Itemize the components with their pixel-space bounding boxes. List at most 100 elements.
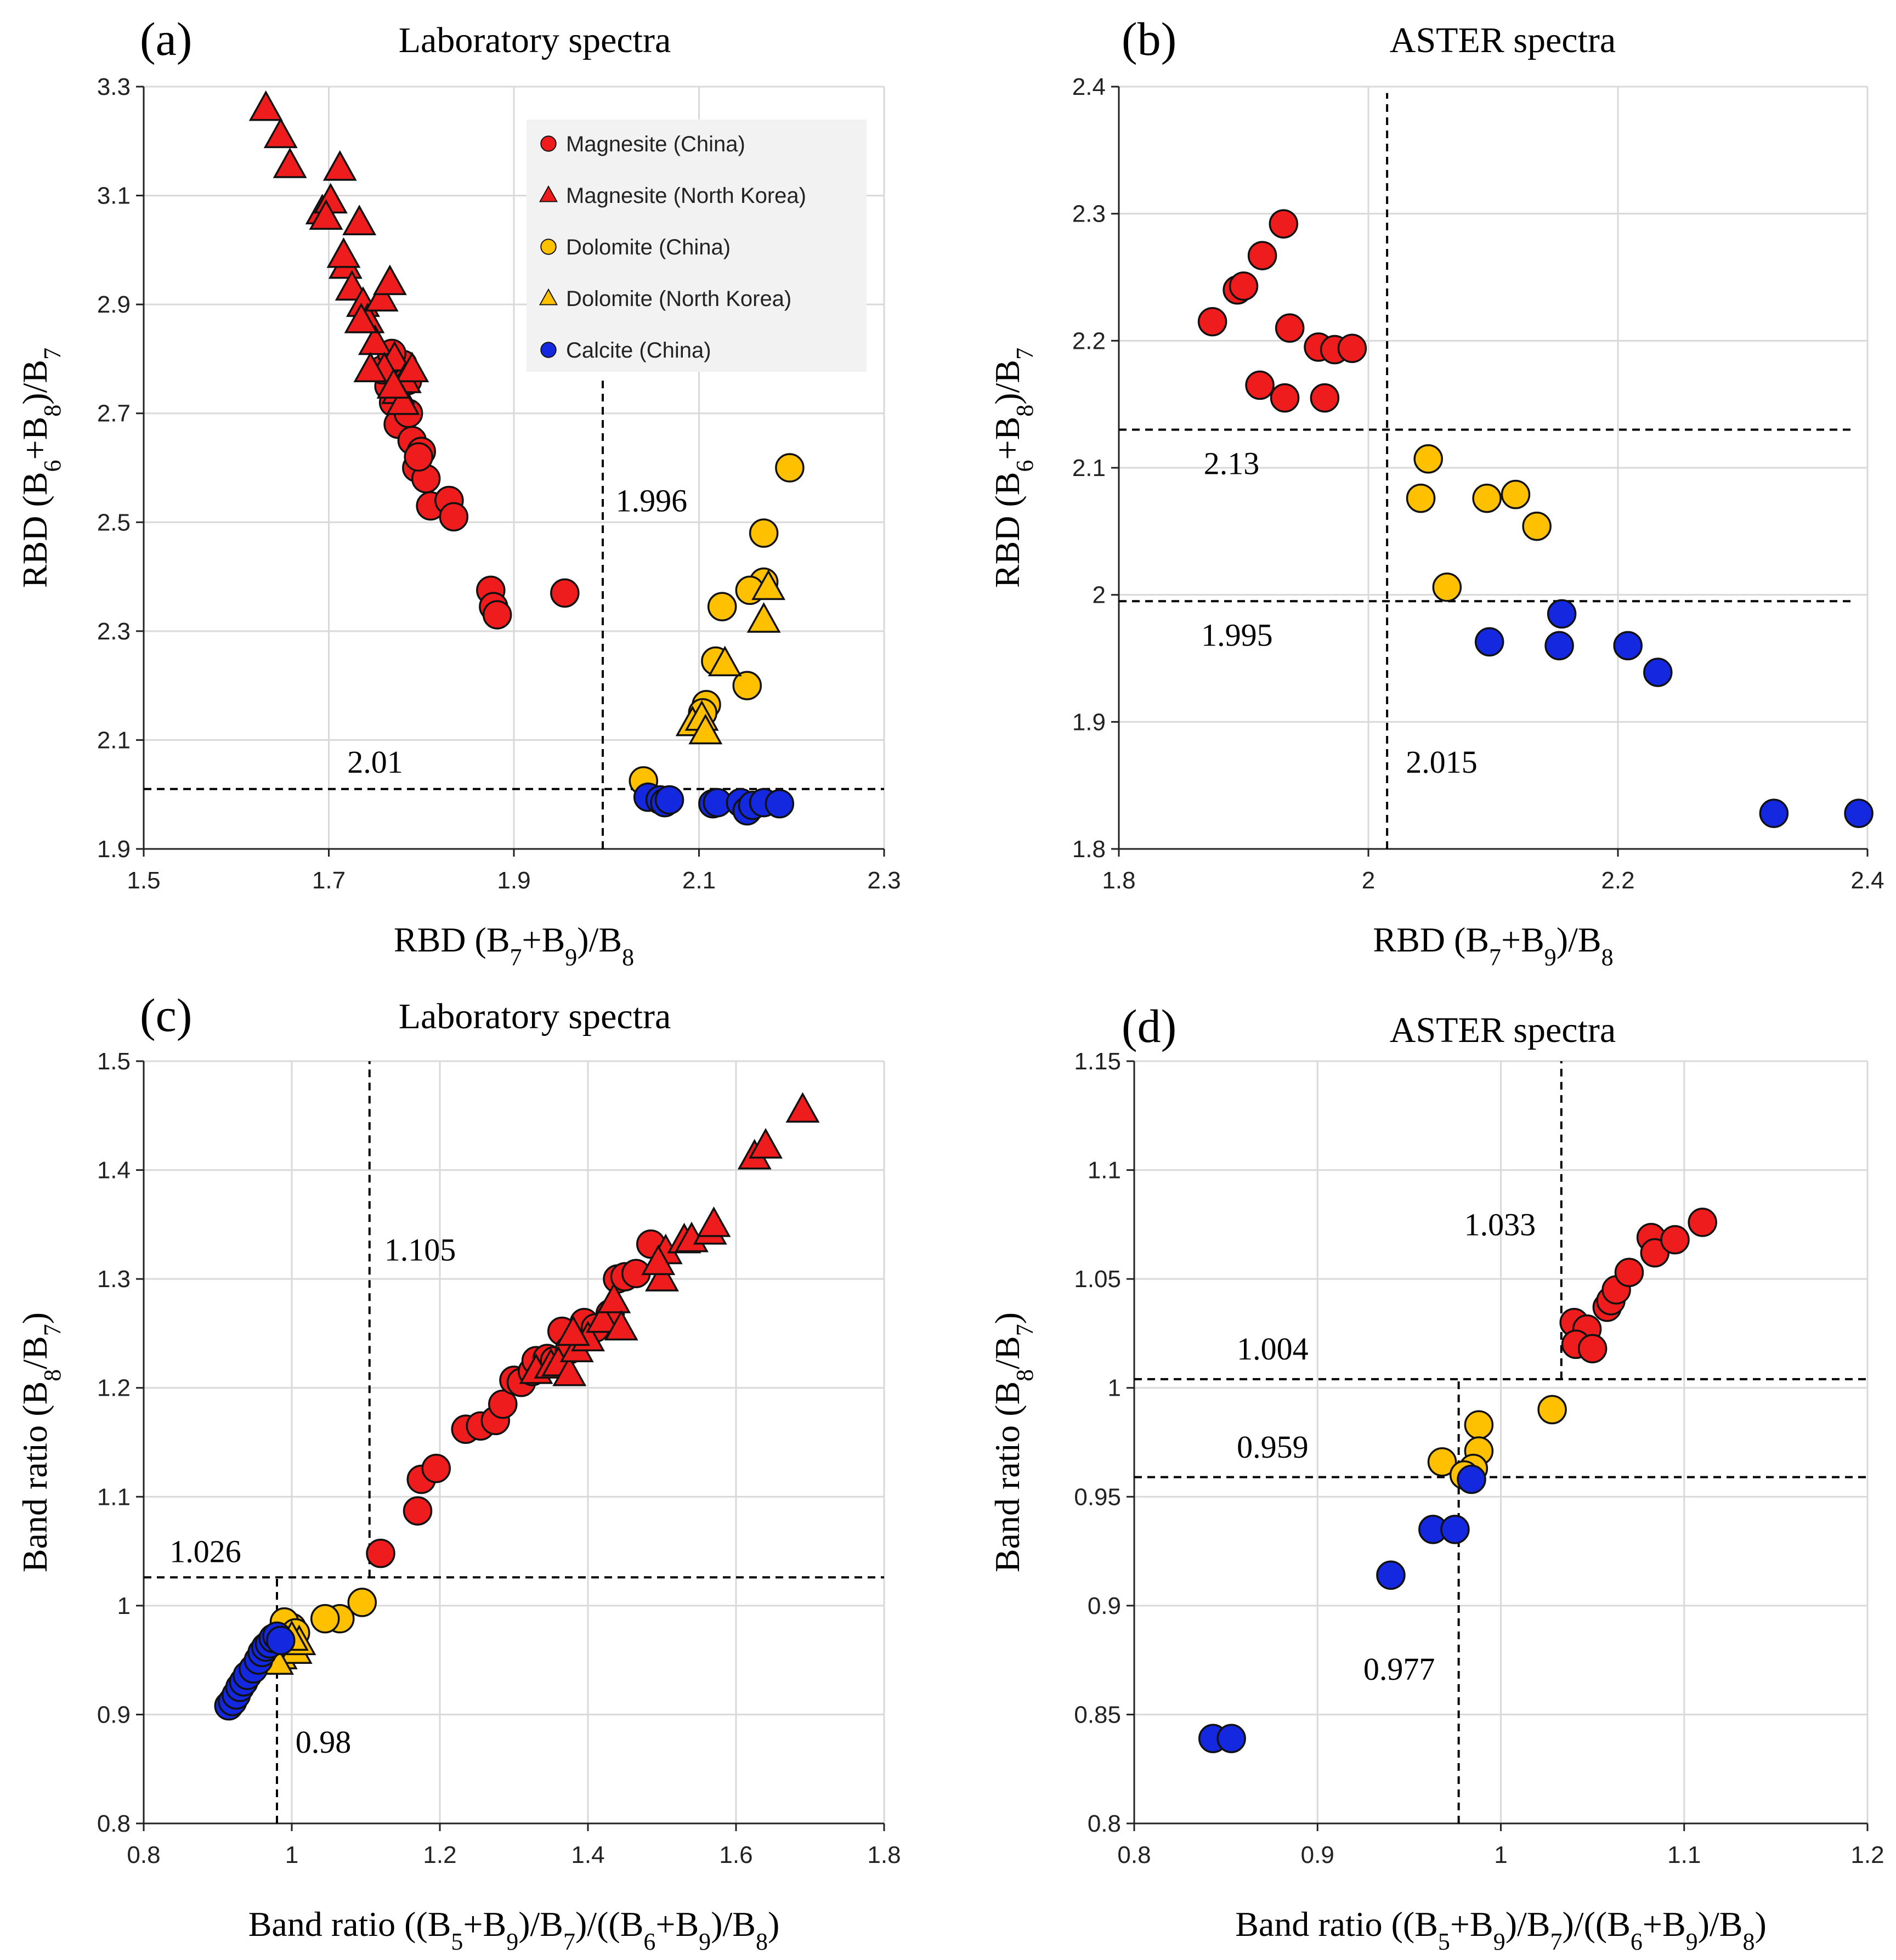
data-point: [1544, 631, 1574, 661]
legend-marker: [539, 185, 558, 202]
y-tick-label: 1.4: [97, 1157, 131, 1184]
data-point: [1269, 209, 1299, 239]
panel-title: Laboratory spectra: [399, 20, 671, 60]
panel-label: (c): [140, 989, 192, 1041]
plot-area: 1.8 2 2.2 2.4 1.8 1.9 2 2.1 2.2 2.3 2.4 RBD (B7+B9)…: [988, 73, 1884, 971]
legend-marker: [540, 342, 557, 358]
data-point: [1247, 241, 1277, 270]
data-point: [556, 1315, 590, 1346]
x-tick-label: 1.2: [1850, 1842, 1884, 1868]
y-tick-label: 2.3: [97, 618, 131, 645]
x-tick-label: 1.1: [1667, 1842, 1701, 1868]
legend-label: Dolomite (China): [566, 235, 731, 259]
data-point: [358, 324, 392, 355]
y-tick-label: 2: [1093, 582, 1106, 609]
y-tick-label: 1.1: [1088, 1157, 1121, 1184]
x-tick-label: 0.8: [127, 1842, 160, 1868]
data-point: [488, 1389, 518, 1419]
y-tick-label: 1.9: [97, 836, 131, 863]
y-tick-label: 1.8: [1072, 836, 1106, 863]
series: [675, 569, 786, 745]
y-axis-title: Band ratio (B8/B7): [15, 1312, 66, 1572]
threshold-label: 1.996: [616, 483, 688, 518]
panel-label: (a): [140, 13, 192, 65]
data-point: [1643, 658, 1673, 687]
threshold-label: 2.01: [347, 744, 403, 780]
panel-title: Laboratory spectra: [399, 996, 671, 1036]
data-point: [386, 384, 420, 415]
y-tick-label: 1.5: [97, 1048, 131, 1075]
series: [519, 1092, 820, 1386]
plot-area: 1.5 1.7 1.9 2.1 2.3 1.9 2.1 2.3 2.5 2.7 2.9 3.1 3.3 R…: [15, 73, 901, 971]
y-tick-label: 2.1: [97, 727, 131, 754]
data-point: [1457, 1464, 1486, 1494]
panel-c: (c) Laboratory spectra 0.8 1 1.2 1.4 1.6 1.80…: [15, 989, 901, 1955]
threshold-label: 1.995: [1201, 617, 1273, 653]
legend-label: Calcite (China): [566, 338, 711, 362]
threshold-label: 0.977: [1363, 1651, 1435, 1687]
panel-label: (d): [1122, 1000, 1176, 1052]
data-point: [310, 1604, 340, 1634]
data-point: [1275, 313, 1305, 343]
y-tick-label: 0.8: [1088, 1810, 1121, 1837]
data-point: [708, 645, 742, 677]
plot-area: 0.8 0.9 1 1.1 1.2 0.8 0.85 0.9 0.95 1 1.05 1.1 1.15 B…: [988, 1048, 1884, 1955]
data-point: [1577, 1334, 1608, 1363]
data-point: [263, 117, 298, 149]
y-tick-label: 1.9: [1072, 709, 1106, 735]
data-point: [482, 600, 512, 630]
data-point: [344, 302, 378, 333]
data-point: [395, 352, 429, 383]
series: [1198, 1464, 1486, 1753]
data-point: [1464, 1410, 1494, 1440]
x-tick-label: 1.7: [312, 867, 346, 894]
data-point: [746, 602, 781, 633]
data-point: [372, 264, 407, 296]
data-point: [604, 1310, 638, 1341]
x-tick-label: 1.5: [127, 867, 160, 894]
data-point: [1229, 271, 1259, 301]
series: [248, 90, 429, 415]
data-point: [342, 205, 377, 235]
data-point: [364, 281, 399, 311]
y-tick-label: 0.95: [1074, 1483, 1121, 1510]
series: [633, 782, 795, 826]
data-point: [586, 1302, 620, 1333]
x-axis-title: Band ratio ((B5+B9)/B7)/((B6+B9)/B8): [248, 1905, 780, 1955]
data-point: [1427, 1447, 1457, 1477]
legend-marker: [540, 239, 557, 255]
data-point: [1844, 798, 1874, 828]
data-point: [1501, 479, 1531, 509]
legend-label: Magnesite (North Korea): [566, 184, 806, 208]
data-point: [403, 1496, 433, 1526]
x-axis-title: Band ratio ((B5+B9)/B7)/((B6+B9)/B8): [1235, 1905, 1767, 1955]
x-tick-label: 2.3: [867, 867, 901, 894]
y-tick-label: 0.8: [97, 1810, 131, 1837]
legend-box: [527, 120, 867, 372]
data-point: [1406, 483, 1436, 513]
data-point: [1310, 383, 1340, 413]
data-point: [688, 713, 723, 745]
x-tick-label: 2.1: [682, 867, 716, 894]
data-point: [1197, 307, 1227, 337]
series: [1197, 209, 1367, 413]
data-point: [707, 592, 737, 621]
y-tick-label: 0.85: [1074, 1701, 1121, 1728]
series: [1559, 1208, 1717, 1363]
data-point: [697, 1206, 731, 1237]
threshold-label: 1.105: [384, 1232, 456, 1267]
x-tick-label: 1.8: [1102, 867, 1135, 894]
x-tick-label: 1.4: [571, 1842, 604, 1868]
plot-area: 0.8 1 1.2 1.4 1.6 1.8 0.8 0.9 1 1.1 1.2 1.3 1.4 1.5 Ba…: [15, 1048, 901, 1955]
data-point: [597, 1282, 631, 1313]
data-point: [641, 1244, 676, 1276]
x-tick-label: 2: [1362, 867, 1375, 894]
data-point: [439, 502, 469, 532]
y-axis-title: RBD (B6+B8)/B7: [15, 348, 66, 588]
data-point: [1440, 1515, 1470, 1544]
x-tick-label: 0.8: [1117, 1842, 1151, 1868]
legend: Magnesite (China) Magnesite (North Korea)…: [527, 120, 867, 372]
y-tick-label: 2.2: [1072, 327, 1106, 354]
x-tick-label: 0.9: [1301, 1842, 1334, 1868]
